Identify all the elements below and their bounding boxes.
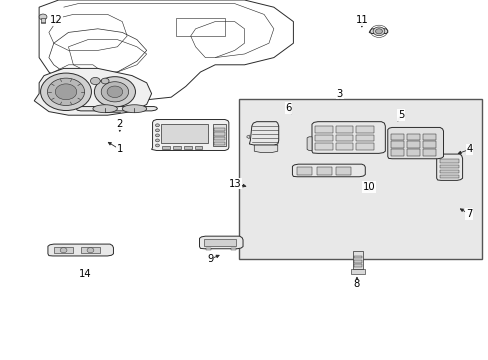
Text: 13: 13 — [228, 179, 241, 189]
Bar — [390, 141, 403, 148]
Circle shape — [94, 77, 135, 107]
Bar — [353, 264, 361, 267]
Polygon shape — [306, 137, 311, 150]
Ellipse shape — [122, 105, 146, 113]
Bar — [238, 99, 481, 259]
Bar — [390, 149, 403, 156]
Bar — [353, 260, 361, 263]
Polygon shape — [34, 68, 151, 115]
Circle shape — [90, 77, 100, 85]
Bar — [335, 143, 352, 150]
Text: 8: 8 — [353, 279, 359, 289]
Circle shape — [101, 82, 128, 102]
Bar — [407, 134, 419, 140]
Circle shape — [47, 78, 84, 105]
Text: 11: 11 — [355, 15, 367, 25]
Text: 5: 5 — [397, 110, 404, 120]
Bar — [316, 167, 331, 175]
Bar — [315, 126, 332, 133]
Bar — [423, 134, 435, 140]
Bar — [439, 165, 458, 168]
Bar — [213, 142, 225, 145]
Circle shape — [41, 73, 91, 111]
Bar — [407, 141, 419, 148]
Bar — [352, 251, 362, 269]
Circle shape — [155, 129, 159, 132]
Text: 12: 12 — [50, 15, 62, 25]
Bar — [297, 167, 311, 175]
Polygon shape — [246, 135, 249, 139]
Polygon shape — [292, 164, 365, 177]
Polygon shape — [436, 154, 462, 180]
Polygon shape — [151, 120, 228, 150]
Bar — [390, 134, 403, 140]
Text: 10: 10 — [362, 182, 375, 192]
Bar — [356, 143, 373, 150]
Bar — [213, 132, 225, 136]
Bar — [162, 146, 170, 149]
Text: 6: 6 — [285, 103, 291, 113]
Bar — [231, 248, 236, 250]
Bar — [161, 124, 207, 143]
Polygon shape — [76, 107, 157, 111]
Circle shape — [39, 14, 47, 20]
Bar — [213, 128, 225, 131]
Bar — [41, 18, 45, 23]
Circle shape — [107, 86, 122, 98]
Polygon shape — [387, 127, 443, 159]
Bar — [176, 18, 224, 36]
Circle shape — [60, 248, 67, 253]
Bar — [336, 167, 350, 175]
Bar — [194, 146, 202, 149]
Bar — [315, 143, 332, 150]
Bar — [173, 146, 181, 149]
Polygon shape — [48, 244, 113, 256]
Bar — [335, 126, 352, 133]
Bar — [335, 135, 352, 141]
Bar — [356, 126, 373, 133]
Circle shape — [101, 78, 109, 84]
Polygon shape — [254, 145, 277, 153]
Bar — [439, 175, 458, 178]
Circle shape — [155, 139, 159, 142]
Text: 14: 14 — [79, 269, 92, 279]
Bar — [213, 137, 225, 140]
Text: 3: 3 — [336, 89, 342, 99]
Circle shape — [55, 84, 77, 100]
Bar — [212, 124, 226, 146]
Circle shape — [372, 27, 384, 36]
Bar — [356, 135, 373, 141]
Bar — [183, 146, 191, 149]
Polygon shape — [199, 236, 243, 249]
Bar — [407, 149, 419, 156]
Bar — [353, 256, 361, 258]
Circle shape — [375, 29, 382, 34]
Text: 1: 1 — [116, 144, 123, 154]
Polygon shape — [368, 29, 387, 33]
Bar — [423, 141, 435, 148]
Polygon shape — [249, 122, 278, 145]
Bar — [315, 135, 332, 141]
Bar — [54, 247, 73, 253]
Circle shape — [87, 248, 94, 253]
Polygon shape — [311, 122, 385, 153]
Ellipse shape — [93, 105, 117, 113]
Text: 2: 2 — [116, 119, 123, 129]
Bar — [206, 248, 211, 250]
Text: 9: 9 — [206, 254, 213, 264]
Text: 4: 4 — [466, 144, 471, 154]
Bar — [204, 239, 236, 246]
Circle shape — [155, 144, 159, 147]
Circle shape — [155, 134, 159, 137]
Bar — [439, 159, 458, 163]
Bar — [423, 149, 435, 156]
Circle shape — [155, 124, 159, 127]
Text: 7: 7 — [465, 209, 472, 219]
Bar — [81, 247, 100, 253]
Bar — [350, 269, 364, 274]
Bar — [439, 170, 458, 173]
